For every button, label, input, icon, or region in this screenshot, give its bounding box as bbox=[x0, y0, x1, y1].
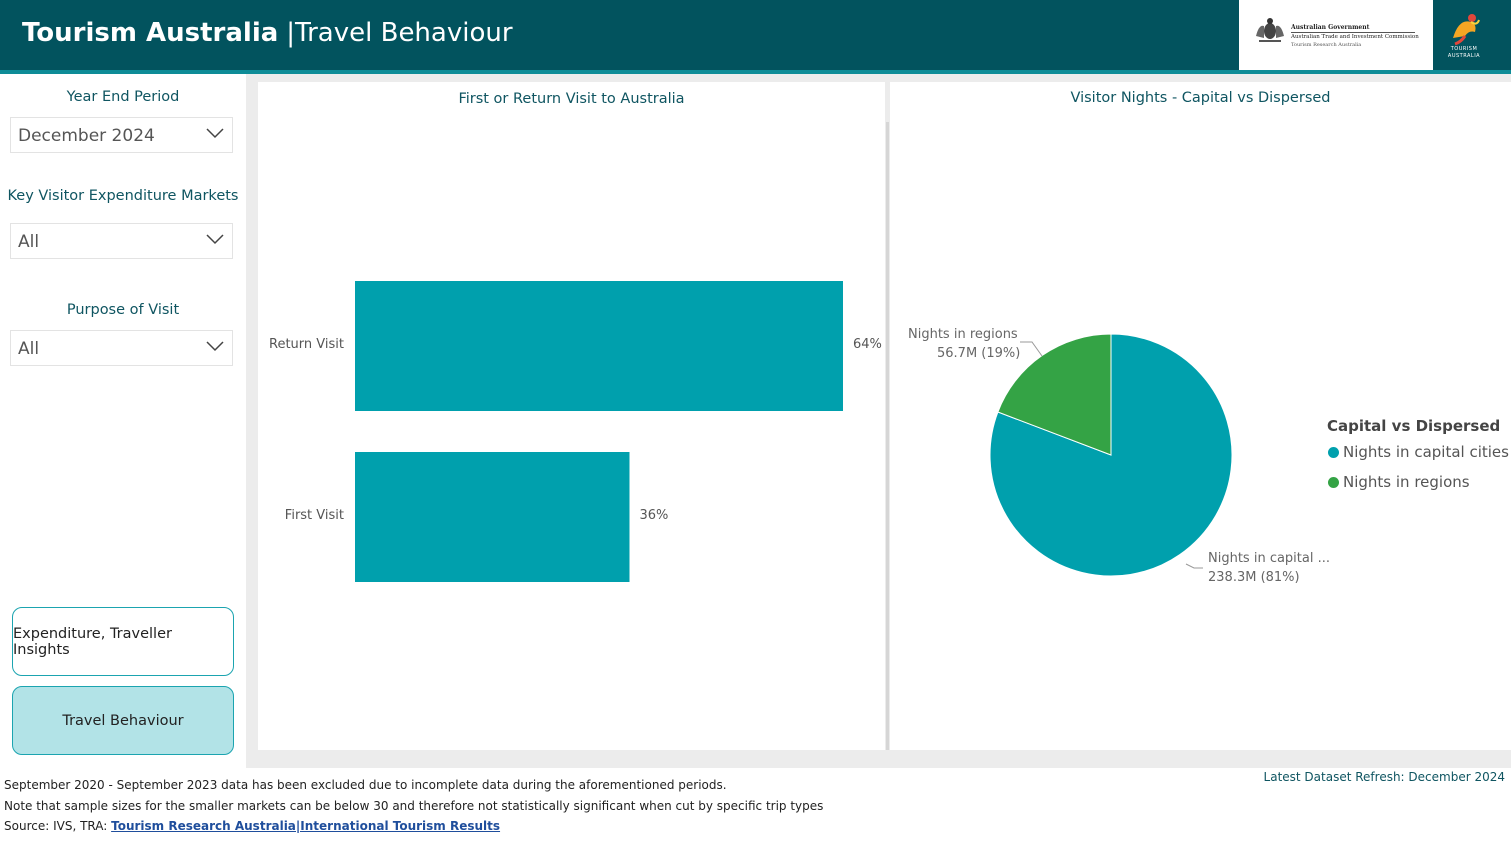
legend-dot-regions bbox=[1328, 476, 1339, 488]
expenditure-insights-label: Expenditure, Traveller Insights bbox=[13, 625, 172, 658]
footer-note-sample: Note that sample sizes for the smaller m… bbox=[4, 799, 824, 813]
gov-logo-line1: Australian Government bbox=[1291, 24, 1370, 31]
page-title: Tourism Australia |Travel Behaviour bbox=[22, 14, 513, 54]
travel-behaviour-label: Travel Behaviour bbox=[62, 712, 184, 729]
capital-slice-label-name: Nights in capital ... bbox=[1208, 551, 1330, 566]
purpose-value: All bbox=[18, 339, 40, 359]
legend-item-capital[interactable]: Nights in capital cities bbox=[1328, 443, 1509, 461]
gov-logo-rule bbox=[1291, 32, 1415, 33]
bar-value-label: 36% bbox=[639, 508, 669, 523]
legend-item-regions[interactable]: Nights in regions bbox=[1328, 473, 1470, 491]
ta-logo-line2: AUSTRALIA bbox=[1447, 53, 1481, 59]
key-markets-dropdown[interactable]: All bbox=[10, 223, 233, 259]
ta-logo-line1: TOURISM bbox=[1450, 46, 1478, 52]
year-end-period-value: December 2024 bbox=[18, 126, 155, 146]
travel-behaviour-button[interactable]: Travel Behaviour bbox=[12, 686, 234, 755]
source-link[interactable]: Tourism Research Australia|International… bbox=[111, 819, 501, 833]
bar-value-label: 64% bbox=[853, 337, 882, 352]
regions-slice-label-name: Nights in regions bbox=[908, 327, 1018, 342]
legend-dot-capital bbox=[1328, 446, 1339, 458]
legend-label-capital: Nights in capital cities bbox=[1343, 443, 1509, 461]
visitor-nights-pie-chart bbox=[989, 333, 1233, 577]
expenditure-insights-button[interactable]: Expenditure, Traveller Insights bbox=[12, 607, 234, 676]
key-markets-value: All bbox=[18, 232, 40, 252]
bar-return-visit[interactable] bbox=[355, 281, 843, 411]
chevron-down-icon bbox=[206, 128, 224, 139]
pie-slice-regions[interactable] bbox=[997, 333, 1112, 456]
regions-leader-line bbox=[1020, 341, 1043, 357]
key-markets-label: Key Visitor Expenditure Markets bbox=[7, 188, 239, 204]
visit-type-bar-chart bbox=[355, 281, 843, 582]
capital-slice-label-value: 238.3M (81%) bbox=[1208, 570, 1300, 585]
tourism-australia-logo: TOURISM AUSTRALIA bbox=[1433, 0, 1511, 70]
regions-slice-label-value: 56.7M (19%) bbox=[937, 346, 1021, 361]
footer-source: Source: IVS, TRA: Tourism Research Austr… bbox=[4, 819, 500, 833]
footer-source-prefix: Source: IVS, TRA: bbox=[4, 819, 112, 833]
header-bar: Tourism Australia |Travel Behaviour Austr… bbox=[0, 0, 1511, 70]
gov-logo-line2: Australian Trade and Investment Commissi… bbox=[1291, 34, 1419, 40]
header-accent-rule bbox=[0, 70, 1511, 74]
bottom-strip bbox=[246, 750, 1511, 768]
top-strip bbox=[258, 74, 1511, 82]
capital-leader-line bbox=[1185, 563, 1203, 569]
purpose-label: Purpose of Visit bbox=[66, 302, 180, 318]
visitor-nights-chart-title: Visitor Nights - Capital vs Dispersed bbox=[1070, 90, 1331, 106]
title-main: Tourism Australia bbox=[22, 18, 279, 48]
title-sub: Travel Behaviour bbox=[295, 18, 513, 48]
panel-separator-line bbox=[886, 122, 889, 750]
australian-government-logo: Australian Government Australian Trade a… bbox=[1239, 0, 1433, 70]
visit-type-chart-title: First or Return Visit to Australia bbox=[458, 91, 685, 107]
gutter bbox=[246, 74, 258, 768]
kangaroo-icon bbox=[1453, 14, 1480, 46]
bar-category-label: Return Visit bbox=[269, 337, 344, 352]
bar-first-visit[interactable] bbox=[355, 452, 630, 582]
year-end-period-label: Year End Period bbox=[66, 89, 180, 105]
coat-of-arms-icon bbox=[1256, 18, 1284, 42]
bar-category-label: First Visit bbox=[284, 508, 344, 523]
chevron-down-icon bbox=[206, 341, 224, 352]
pie-slice-capital[interactable] bbox=[989, 333, 1233, 577]
title-separator: | bbox=[286, 18, 296, 48]
pie-legend-title: Capital vs Dispersed bbox=[1327, 417, 1501, 435]
chevron-down-icon bbox=[206, 234, 224, 245]
gov-logo-line3: Tourism Research Australia bbox=[1291, 42, 1362, 48]
visit-type-panel: First or Return Visit to Australia bbox=[258, 82, 885, 750]
legend-label-regions: Nights in regions bbox=[1343, 473, 1470, 491]
dataset-refresh: Latest Dataset Refresh: December 2024 bbox=[1263, 770, 1505, 784]
footer-note-excluded: September 2020 - September 2023 data has… bbox=[4, 778, 727, 792]
year-end-period-dropdown[interactable]: December 2024 bbox=[10, 117, 233, 153]
purpose-dropdown[interactable]: All bbox=[10, 330, 233, 366]
